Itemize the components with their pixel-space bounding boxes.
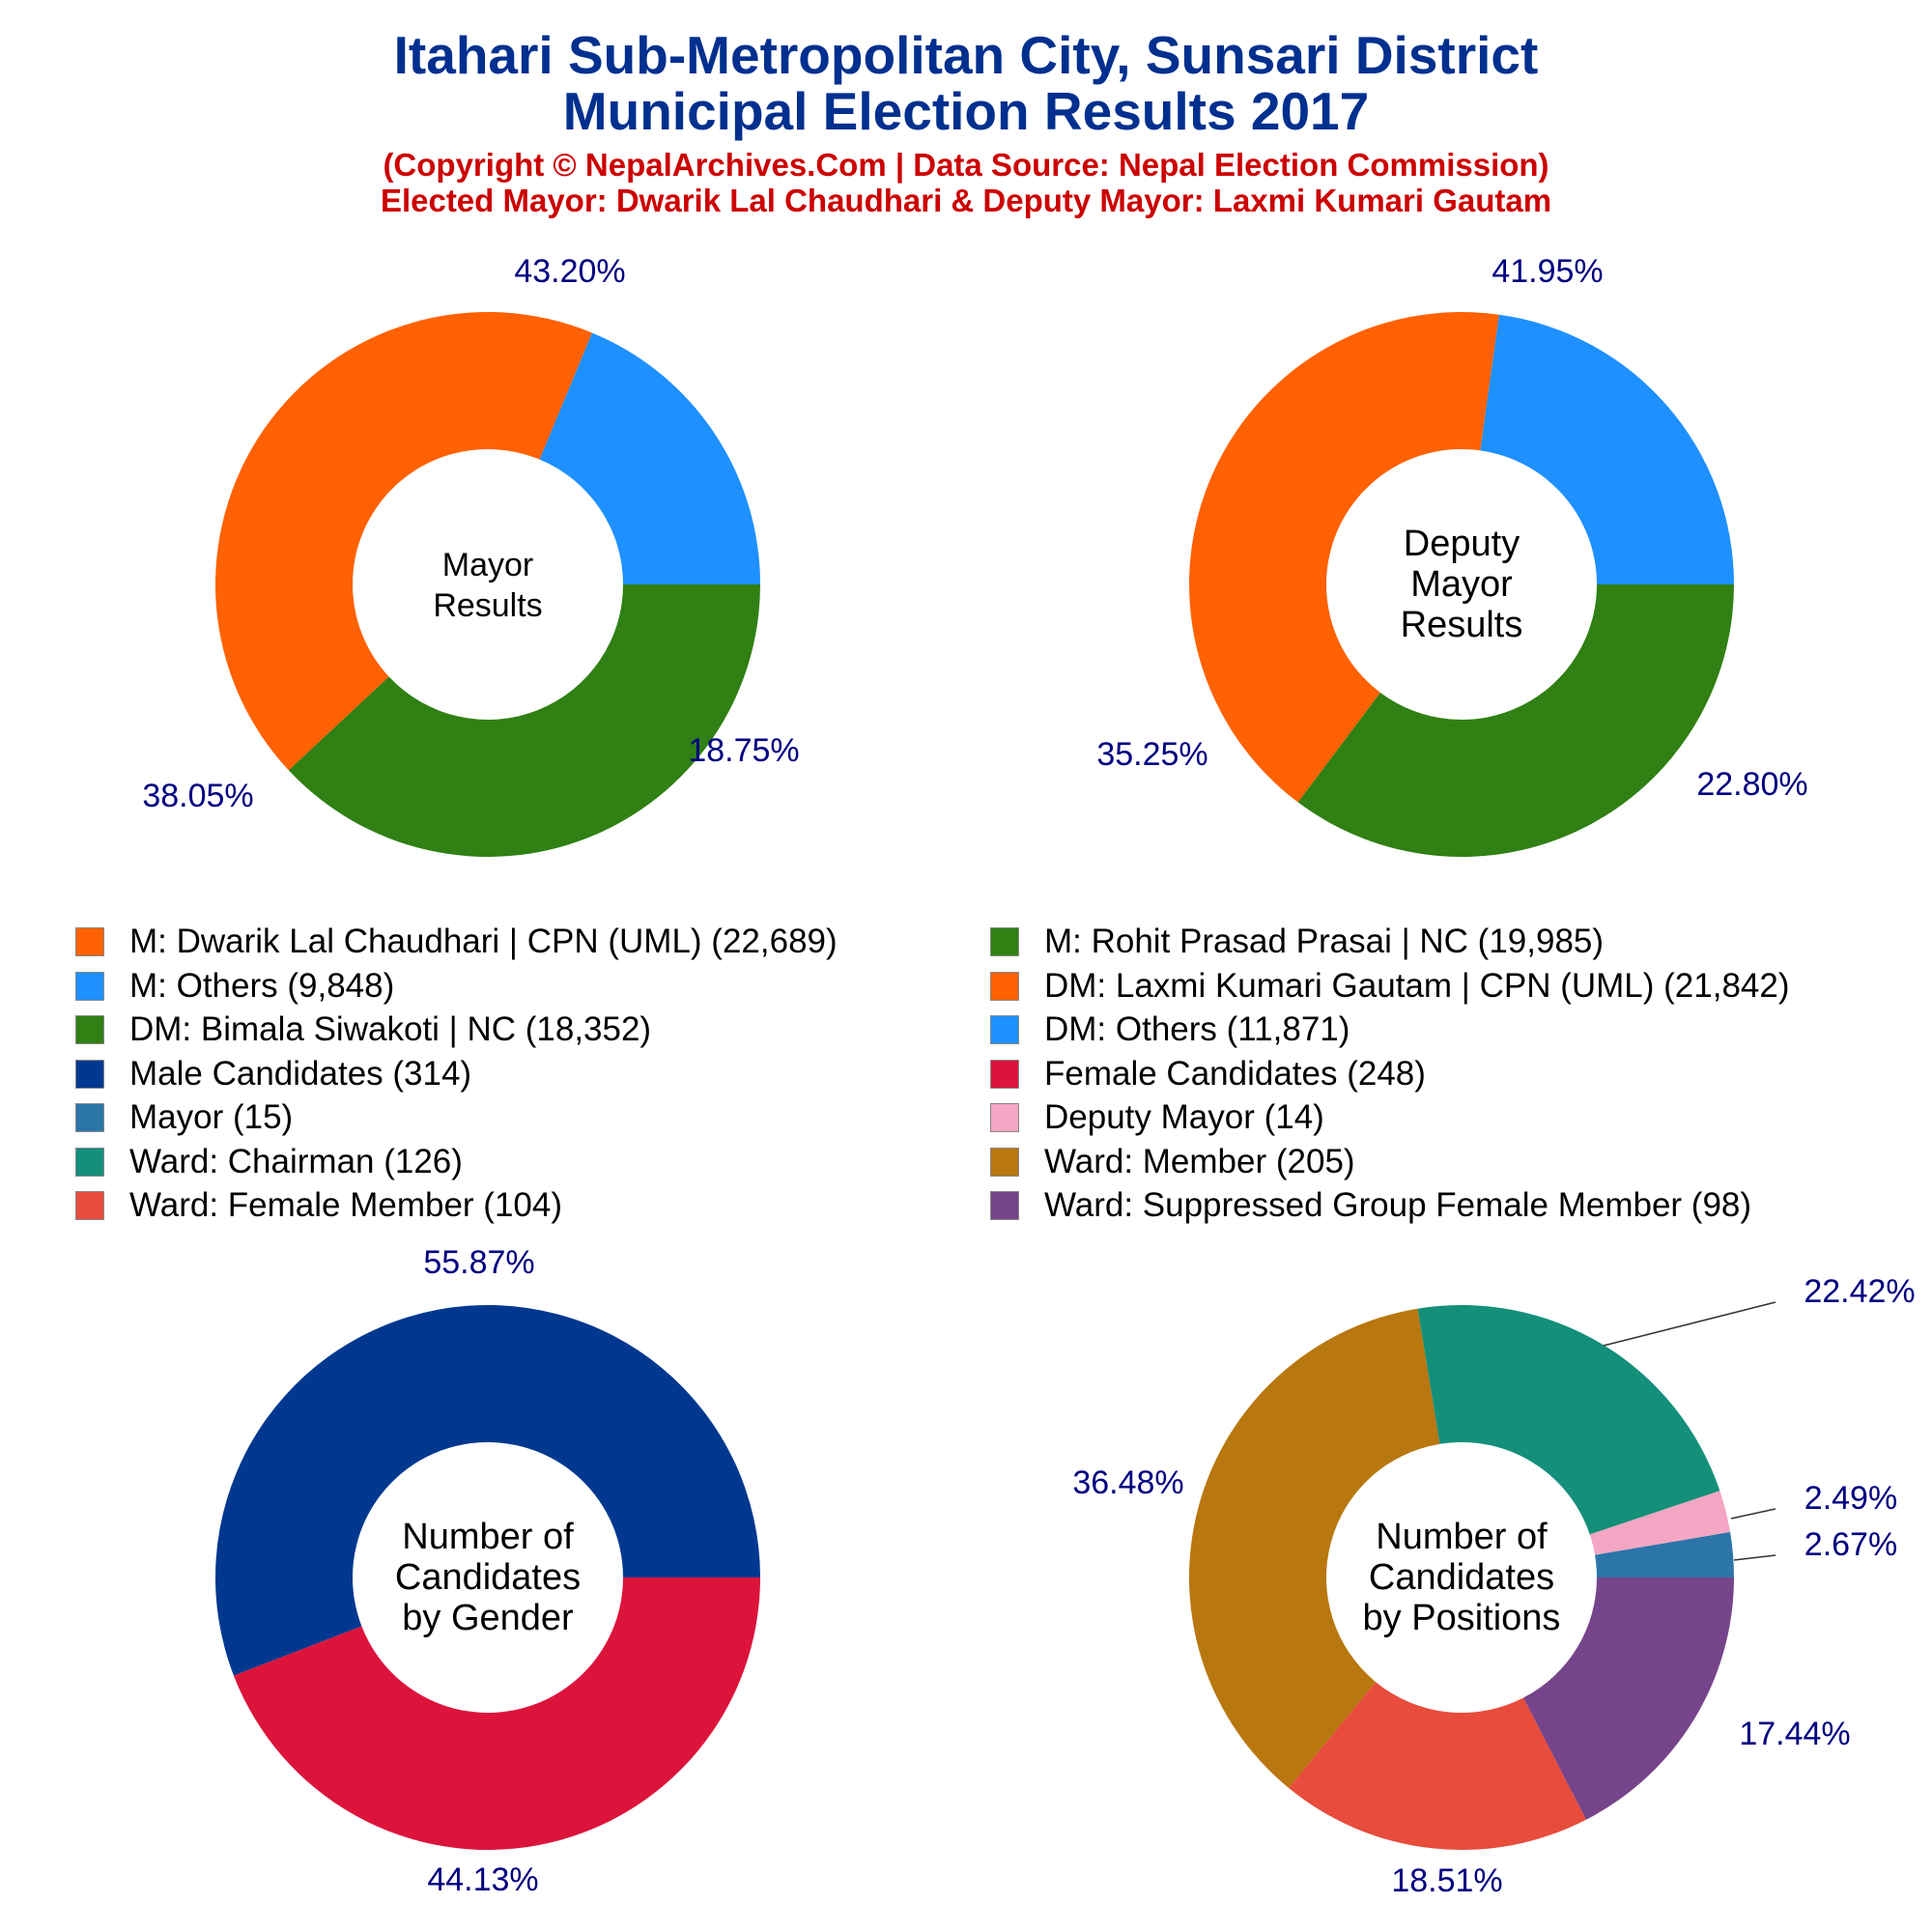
legend-label: DM: Laxmi Kumari Gautam | CPN (UML) (21,… — [1044, 966, 1790, 1005]
legend-item: Ward: Chairman (126) — [75, 1143, 463, 1181]
legend-swatch — [75, 927, 104, 956]
pie-slice — [1188, 1308, 1440, 1788]
donut-chart: 2.67% 2.49% 22.42% 36.48% 18.51% 17.44% Number… — [1072, 1273, 1915, 1899]
donut-center-label: Mayor — [1410, 564, 1513, 605]
legend-label: Female Candidates (248) — [1044, 1054, 1426, 1093]
legend-item: DM: Others (11,871) — [990, 1010, 1350, 1049]
legend-swatch — [990, 1059, 1019, 1089]
legend-label: DM: Bimala Siwakoti | NC (18,352) — [129, 1010, 652, 1048]
legend-swatch — [990, 1103, 1019, 1132]
legend-label: M: Others (9,848) — [129, 966, 395, 1005]
legend-swatch — [990, 1147, 1019, 1177]
legend-swatch — [990, 971, 1019, 1001]
legend-swatch — [990, 1015, 1019, 1044]
pie-slice — [1417, 1305, 1720, 1535]
legend-swatch — [75, 1015, 104, 1044]
donut-center-label: Candidates — [1369, 1557, 1554, 1598]
pie-slice — [215, 312, 592, 771]
legend-item: DM: Laxmi Kumari Gautam | CPN (UML) (21,… — [990, 967, 1790, 1006]
donut-center-label: by Gender — [402, 1598, 574, 1638]
donut-center-label: Number of — [402, 1517, 574, 1557]
slice-percent-label: 17.44% — [1739, 1716, 1850, 1752]
legend-item: M: Others (9,848) — [75, 967, 394, 1006]
legend-label: Ward: Suppressed Group Female Member (98… — [1044, 1186, 1752, 1224]
legend-swatch — [75, 971, 104, 1001]
legend-item: Female Candidates (248) — [990, 1055, 1426, 1094]
label-leader-line — [1603, 1301, 1776, 1347]
chart-subtitle-elected: Elected Mayor: Dwarik Lal Chaudhari & De… — [380, 183, 1552, 218]
legend-swatch — [75, 1103, 104, 1132]
legend-swatch — [990, 927, 1019, 956]
slice-percent-label: 18.51% — [1391, 1862, 1502, 1899]
slice-percent-label: 55.87% — [423, 1244, 534, 1281]
pie-slice — [1480, 314, 1734, 584]
pie-slice — [1595, 1531, 1734, 1577]
chart-title-line2: Municipal Election Results 2017 — [562, 81, 1370, 141]
donut-center-label: Results — [433, 587, 542, 624]
legend-swatch — [75, 1059, 104, 1089]
legend-label: M: Rohit Prasad Prasai | NC (19,985) — [1044, 923, 1605, 960]
pie-slice — [1589, 1491, 1731, 1555]
donut-center-label: Candidates — [395, 1557, 581, 1598]
pie-slice — [1523, 1577, 1734, 1820]
legend-item: M: Rohit Prasad Prasai | NC (19,985) — [990, 923, 1604, 961]
chart-subtitle-copyright: (Copyright © NepalArchives.Com | Data So… — [383, 147, 1549, 183]
legend-item: DM: Bimala Siwakoti | NC (18,352) — [75, 1010, 651, 1049]
slice-percent-label: 43.20% — [514, 253, 625, 290]
legend-swatch — [75, 1147, 104, 1177]
legend-label: Deputy Mayor (14) — [1044, 1098, 1324, 1136]
legend-label: Ward: Member (205) — [1044, 1142, 1355, 1180]
slice-percent-label: 44.13% — [427, 1861, 538, 1898]
legend-label: Ward: Chairman (126) — [129, 1142, 463, 1180]
slice-percent-label: 18.75% — [688, 732, 799, 769]
legend-swatch — [75, 1191, 104, 1220]
slice-percent-label: 22.80% — [1696, 766, 1807, 803]
pie-slice — [214, 1304, 760, 1676]
slice-percent-label: 2.67% — [1804, 1526, 1897, 1563]
legend-item: Deputy Mayor (14) — [990, 1098, 1324, 1137]
legend-label: DM: Others (11,871) — [1044, 1010, 1350, 1048]
donut-center-label: by Positions — [1363, 1598, 1561, 1638]
legend-label: M: Dwarik Lal Chaudhari | CPN (UML) (22,… — [129, 923, 838, 960]
legend-label: Ward: Female Member (104) — [129, 1186, 562, 1224]
donut-center-label: Deputy — [1404, 524, 1520, 564]
label-leader-line — [1730, 1508, 1776, 1520]
legend-item: Ward: Female Member (104) — [75, 1186, 562, 1225]
legend-item: Ward: Member (205) — [990, 1143, 1355, 1181]
legend: M: Dwarik Lal Chaudhari | CPN (UML) (22,… — [0, 923, 1932, 1241]
slice-percent-label: 22.42% — [1804, 1273, 1915, 1310]
donut-center-label: Number of — [1376, 1517, 1548, 1557]
legend-item: M: Dwarik Lal Chaudhari | CPN (UML) (22,… — [75, 923, 838, 961]
slice-percent-label: 41.95% — [1492, 253, 1603, 290]
donut-center-label: Mayor — [442, 547, 533, 583]
pie-slice — [288, 584, 760, 858]
legend-label: Mayor (15) — [129, 1098, 294, 1136]
pie-slice — [1289, 1682, 1587, 1850]
donut-center-label: Results — [1401, 605, 1523, 645]
pie-slice — [233, 1577, 760, 1850]
chart-title-line1: Itahari Sub-Metropolitan City, Sunsari D… — [393, 25, 1539, 85]
slice-percent-label: 2.49% — [1804, 1480, 1897, 1517]
pie-slice — [1297, 584, 1734, 857]
label-leader-line — [1733, 1554, 1776, 1561]
legend-item: Male Candidates (314) — [75, 1055, 471, 1094]
pie-slice — [539, 332, 760, 584]
slice-percent-label: 36.48% — [1072, 1464, 1183, 1501]
legend-label: Male Candidates (314) — [129, 1054, 472, 1093]
slice-percent-label: 35.25% — [1096, 736, 1208, 773]
donut-chart: 18.75% 43.20% 38.05% Mayor Results — [142, 253, 800, 858]
slice-percent-label: 38.05% — [142, 778, 253, 814]
legend-item: Mayor (15) — [75, 1098, 293, 1137]
legend-swatch — [990, 1191, 1019, 1220]
legend-item: Ward: Suppressed Group Female Member (98… — [990, 1186, 1751, 1225]
pie-slice — [1189, 311, 1499, 803]
